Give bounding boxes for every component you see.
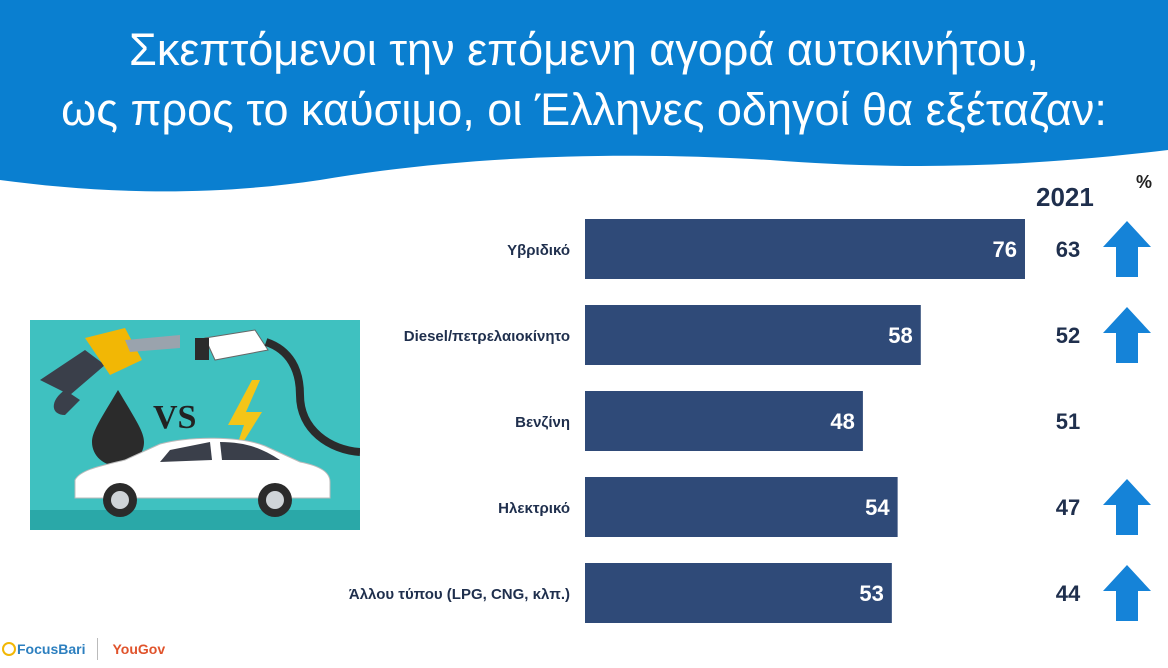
increase-arrow-icon — [1103, 307, 1151, 363]
category-label: Άλλου τύπου (LPG, CNG, κλπ.) — [349, 586, 570, 603]
category-label: Βενζίνη — [515, 414, 570, 431]
comparison-year-label: 2021 — [1036, 182, 1094, 212]
bar-value-label: 53 — [859, 581, 883, 606]
category-label: Ηλεκτρικό — [498, 500, 570, 517]
logo-divider — [97, 638, 99, 660]
bar — [585, 305, 921, 365]
header-wave-background — [0, 0, 1168, 192]
increase-arrow-icon — [1103, 479, 1151, 535]
oil-drop-icon — [92, 390, 144, 466]
bar-value-label: 76 — [993, 237, 1017, 262]
title-line-2: ως προς το καύσιμο, οι Έλληνες οδηγοί θα… — [61, 84, 1107, 135]
bar — [585, 219, 1025, 279]
previous-year-value: 44 — [1056, 581, 1081, 606]
yougov-logo: YouGov — [112, 641, 166, 657]
previous-year-value: 51 — [1056, 409, 1080, 434]
header-banner: Σκεπτόμενοι την επόμενη αγορά αυτοκινήτο… — [0, 0, 1168, 200]
previous-year-value: 63 — [1056, 237, 1080, 262]
bar-value-label: 54 — [865, 495, 890, 520]
car-icon — [74, 437, 331, 517]
focusbari-ring-icon — [2, 642, 16, 656]
previous-year-value: 52 — [1056, 323, 1080, 348]
bar-value-label: 58 — [888, 323, 912, 348]
focusbari-logo: FocusBari — [0, 641, 85, 657]
increase-arrow-icon — [1103, 221, 1151, 277]
bar — [585, 477, 898, 537]
page-title: Σκεπτόμενοι την επόμενη αγορά αυτοκινήτο… — [0, 20, 1168, 140]
lightning-icon — [228, 380, 262, 460]
footer-logos: FocusBari YouGov — [0, 636, 165, 662]
previous-year-value: 47 — [1056, 495, 1080, 520]
fuel-nozzle-icon — [40, 328, 180, 415]
category-label: Υβριδικό — [507, 242, 570, 259]
title-line-1: Σκεπτόμενοι την επόμενη αγορά αυτοκινήτο… — [129, 24, 1039, 75]
bar — [585, 563, 892, 623]
focusbari-logo-text: FocusBari — [17, 641, 86, 657]
vs-label: VS — [153, 399, 196, 436]
category-label: Diesel/πετρελαιοκίνητο — [404, 328, 570, 345]
bar — [585, 391, 863, 451]
fuel-vs-electric-illustration: VS — [30, 320, 361, 530]
increase-arrow-icon — [1103, 565, 1151, 621]
electric-plug-icon — [195, 329, 361, 456]
units-label: % — [1136, 172, 1153, 192]
bar-value-label: 48 — [830, 409, 854, 434]
